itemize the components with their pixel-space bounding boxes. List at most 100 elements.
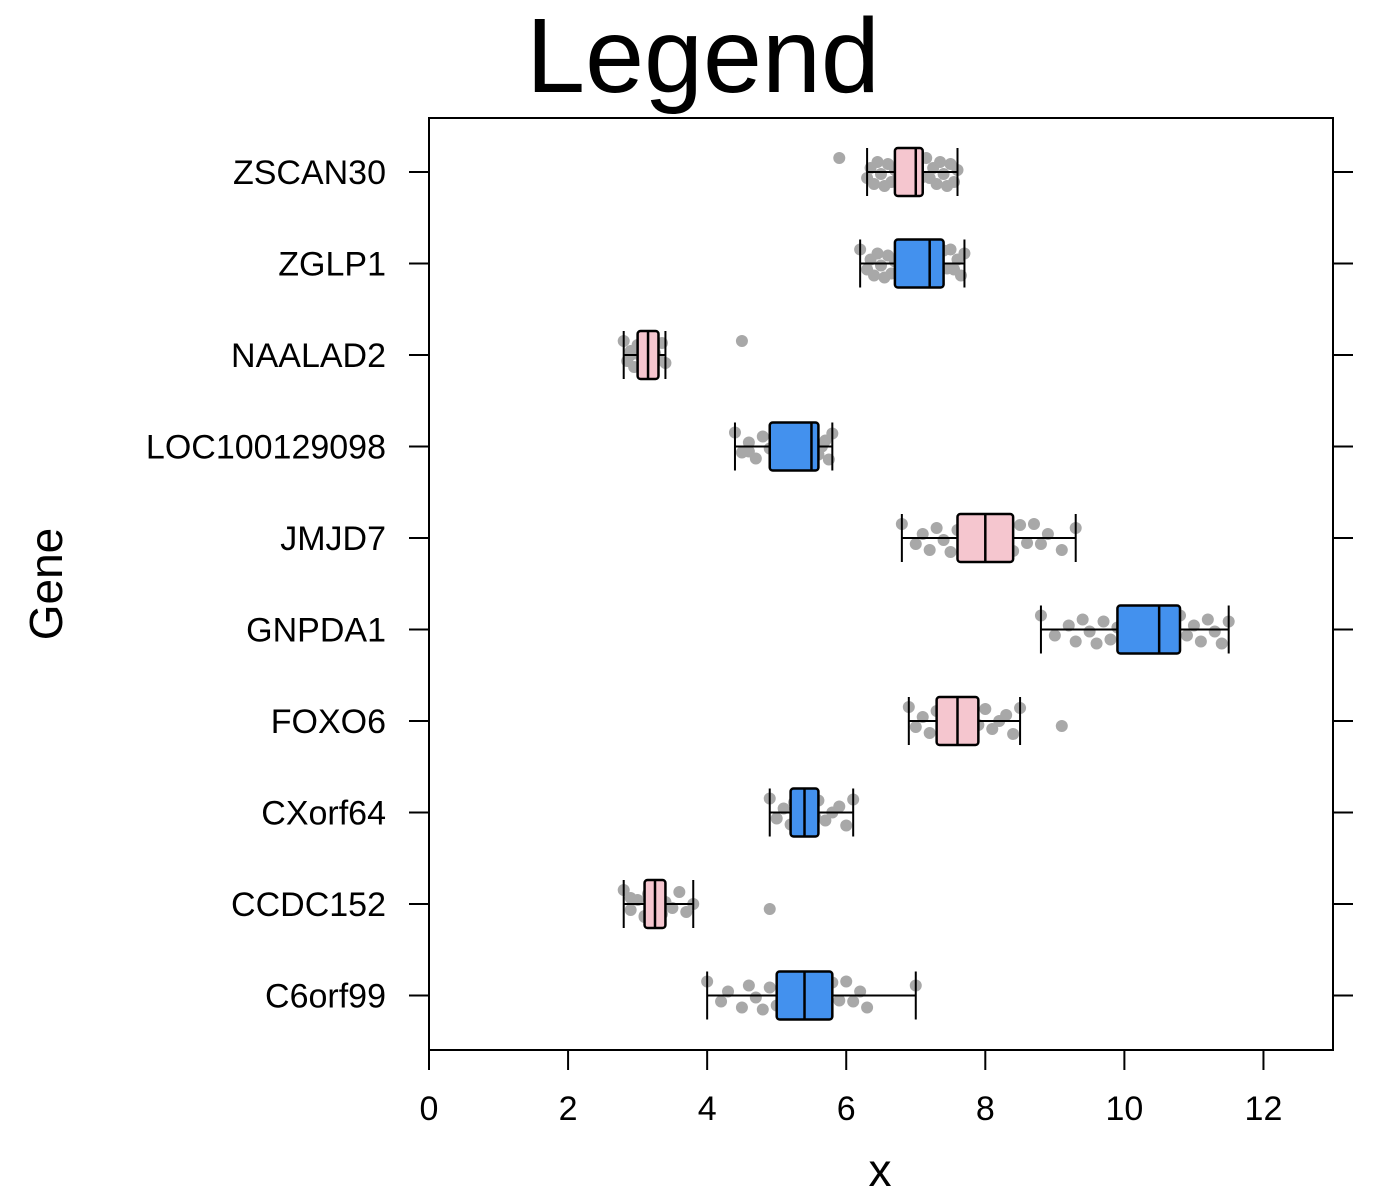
data-point [930, 178, 943, 190]
box-group-foxo6 [902, 695, 1068, 747]
chart-title: Legend [526, 0, 880, 115]
data-point [944, 546, 957, 558]
data-point [930, 522, 943, 534]
data-point [819, 814, 832, 827]
x-tick-label: 4 [698, 1090, 717, 1128]
data-point [937, 534, 950, 546]
data-point [742, 979, 755, 992]
data-point [1083, 625, 1096, 638]
data-point [923, 544, 936, 556]
data-point [1208, 625, 1221, 638]
box-group-naalad2 [617, 329, 748, 381]
data-point [833, 152, 846, 164]
y-tick-label: ZSCAN30 [233, 154, 386, 192]
y-tick-label: NAALAD2 [231, 337, 386, 375]
box-group-loc100129098 [728, 421, 839, 472]
data-point [937, 168, 950, 180]
data-point [1000, 709, 1013, 721]
data-point [749, 991, 762, 1004]
data-point [1007, 728, 1020, 740]
data-point [1014, 519, 1027, 531]
data-point [934, 156, 947, 168]
y-tick-label: C6orf99 [265, 978, 386, 1016]
data-point [979, 703, 992, 715]
y-tick-label: CXorf64 [261, 795, 386, 833]
data-point [673, 886, 686, 898]
data-point [1069, 635, 1082, 648]
data-point [1027, 518, 1040, 530]
box-group-gnpda1 [1034, 604, 1235, 655]
x-tick-label: 10 [1105, 1090, 1143, 1128]
data-point [909, 721, 922, 733]
box-iqr [1116, 604, 1182, 655]
data-point [735, 1001, 748, 1014]
x-tick-label: 0 [420, 1090, 439, 1128]
y-tick-label: GNPDA1 [246, 612, 386, 650]
data-point [1055, 720, 1068, 732]
y-tick-label: FOXO6 [271, 703, 386, 741]
data-point [756, 430, 769, 443]
data-point [1076, 613, 1089, 626]
data-point [1180, 629, 1193, 642]
box-iqr [768, 421, 820, 472]
data-point [1194, 635, 1207, 648]
box-group-ccdc152 [617, 878, 776, 930]
data-point [735, 335, 748, 347]
data-point [1055, 544, 1068, 556]
data-point [1215, 637, 1228, 650]
y-tick-label: JMJD7 [280, 520, 386, 558]
data-point [1097, 615, 1110, 628]
data-point [1034, 538, 1047, 550]
box-group-jmjd7 [895, 512, 1082, 564]
data-point [680, 906, 693, 918]
data-point [1048, 629, 1061, 642]
data-point [840, 819, 853, 832]
data-point [875, 168, 887, 180]
data-point [770, 812, 783, 825]
data-point [624, 892, 637, 904]
x-tick-label: 2 [559, 1090, 578, 1128]
y-tick-label: ZGLP1 [278, 246, 386, 284]
box-group-zscan30 [833, 146, 964, 198]
box-group-zglp1 [854, 238, 971, 289]
data-point [868, 178, 881, 190]
data-point [868, 269, 881, 282]
y-tick-label: CCDC152 [231, 886, 386, 924]
x-tick-label: 12 [1245, 1090, 1283, 1128]
x-tick-label: 6 [837, 1090, 856, 1128]
data-point [923, 727, 936, 739]
data-point [1021, 537, 1034, 549]
data-point [871, 156, 884, 168]
data-point [833, 994, 846, 1007]
data-point [875, 259, 887, 272]
data-point [871, 247, 884, 260]
data-point [1090, 637, 1103, 650]
data-point [840, 975, 853, 988]
y-axis-label: Gene [20, 528, 72, 641]
data-point [742, 445, 755, 458]
box-iqr [893, 238, 945, 289]
box-series [617, 146, 1235, 1021]
data-point [1201, 613, 1214, 626]
data-point [944, 243, 957, 256]
data-point [986, 723, 999, 735]
y-tick-label: LOC100129098 [146, 429, 386, 467]
plot-frame [428, 117, 1334, 1051]
box-group-cxorf64 [763, 787, 860, 838]
data-point [861, 1001, 874, 1014]
y-axis: ZSCAN30 ZGLP1 NAALAD2 LOC100129098 JMJD7 GNPD… [146, 154, 1353, 1016]
data-point [833, 800, 846, 813]
box-iqr [893, 146, 924, 198]
x-axis: 0 2 4 6 8 10 12 [420, 1050, 1283, 1128]
data-point [1104, 633, 1117, 646]
data-point [624, 904, 637, 916]
data-point [763, 903, 776, 915]
data-point [715, 995, 728, 1008]
data-point [763, 981, 776, 994]
data-point [756, 1003, 769, 1016]
data-point [909, 538, 922, 550]
x-axis-label: x [869, 1144, 892, 1196]
x-tick-label: 8 [976, 1090, 995, 1128]
data-point [847, 995, 860, 1008]
box-group-c6orf99 [701, 970, 922, 1021]
